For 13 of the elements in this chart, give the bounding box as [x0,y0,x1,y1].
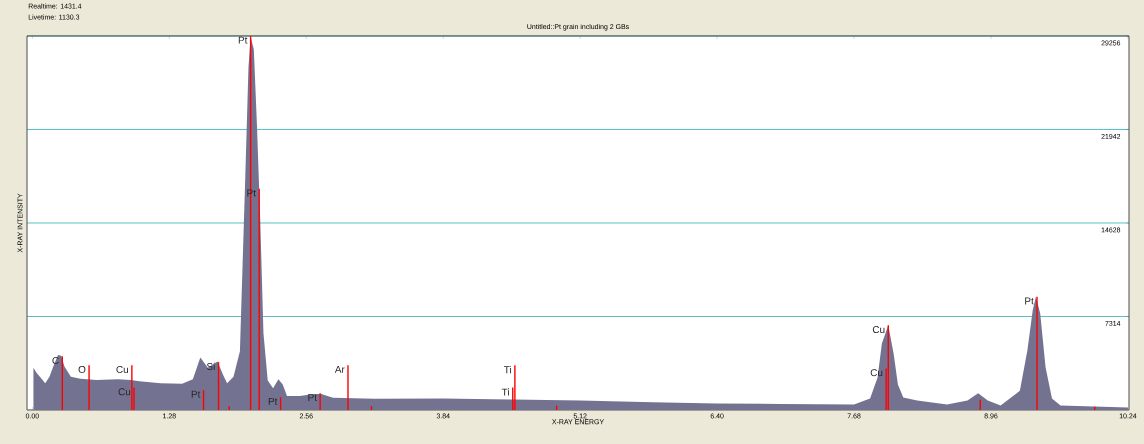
annotation: Pt [238,36,248,44]
annotation: Ti [501,388,509,396]
annotation: Ar [334,365,345,373]
annotation: Pt [308,394,317,401]
annotation: C [52,356,59,365]
annotation: Cu [872,326,885,334]
annotation: Ti [503,365,512,374]
annotation: Pt [268,397,278,405]
annotation: Pt [191,390,201,398]
annotation: Pt [1025,297,1034,305]
annotation: O [78,365,86,373]
annotation: Cu [116,365,128,373]
annotation: Cu [118,388,131,396]
